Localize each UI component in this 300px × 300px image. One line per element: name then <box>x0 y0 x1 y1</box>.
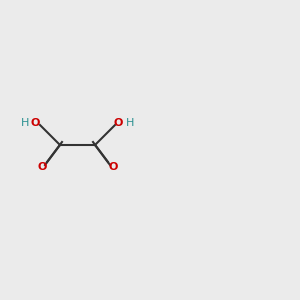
Text: H: H <box>126 118 134 128</box>
Text: O: O <box>30 118 40 128</box>
Text: O: O <box>113 118 123 128</box>
Text: O: O <box>108 162 118 172</box>
Text: O: O <box>37 162 47 172</box>
Text: H: H <box>21 118 29 128</box>
